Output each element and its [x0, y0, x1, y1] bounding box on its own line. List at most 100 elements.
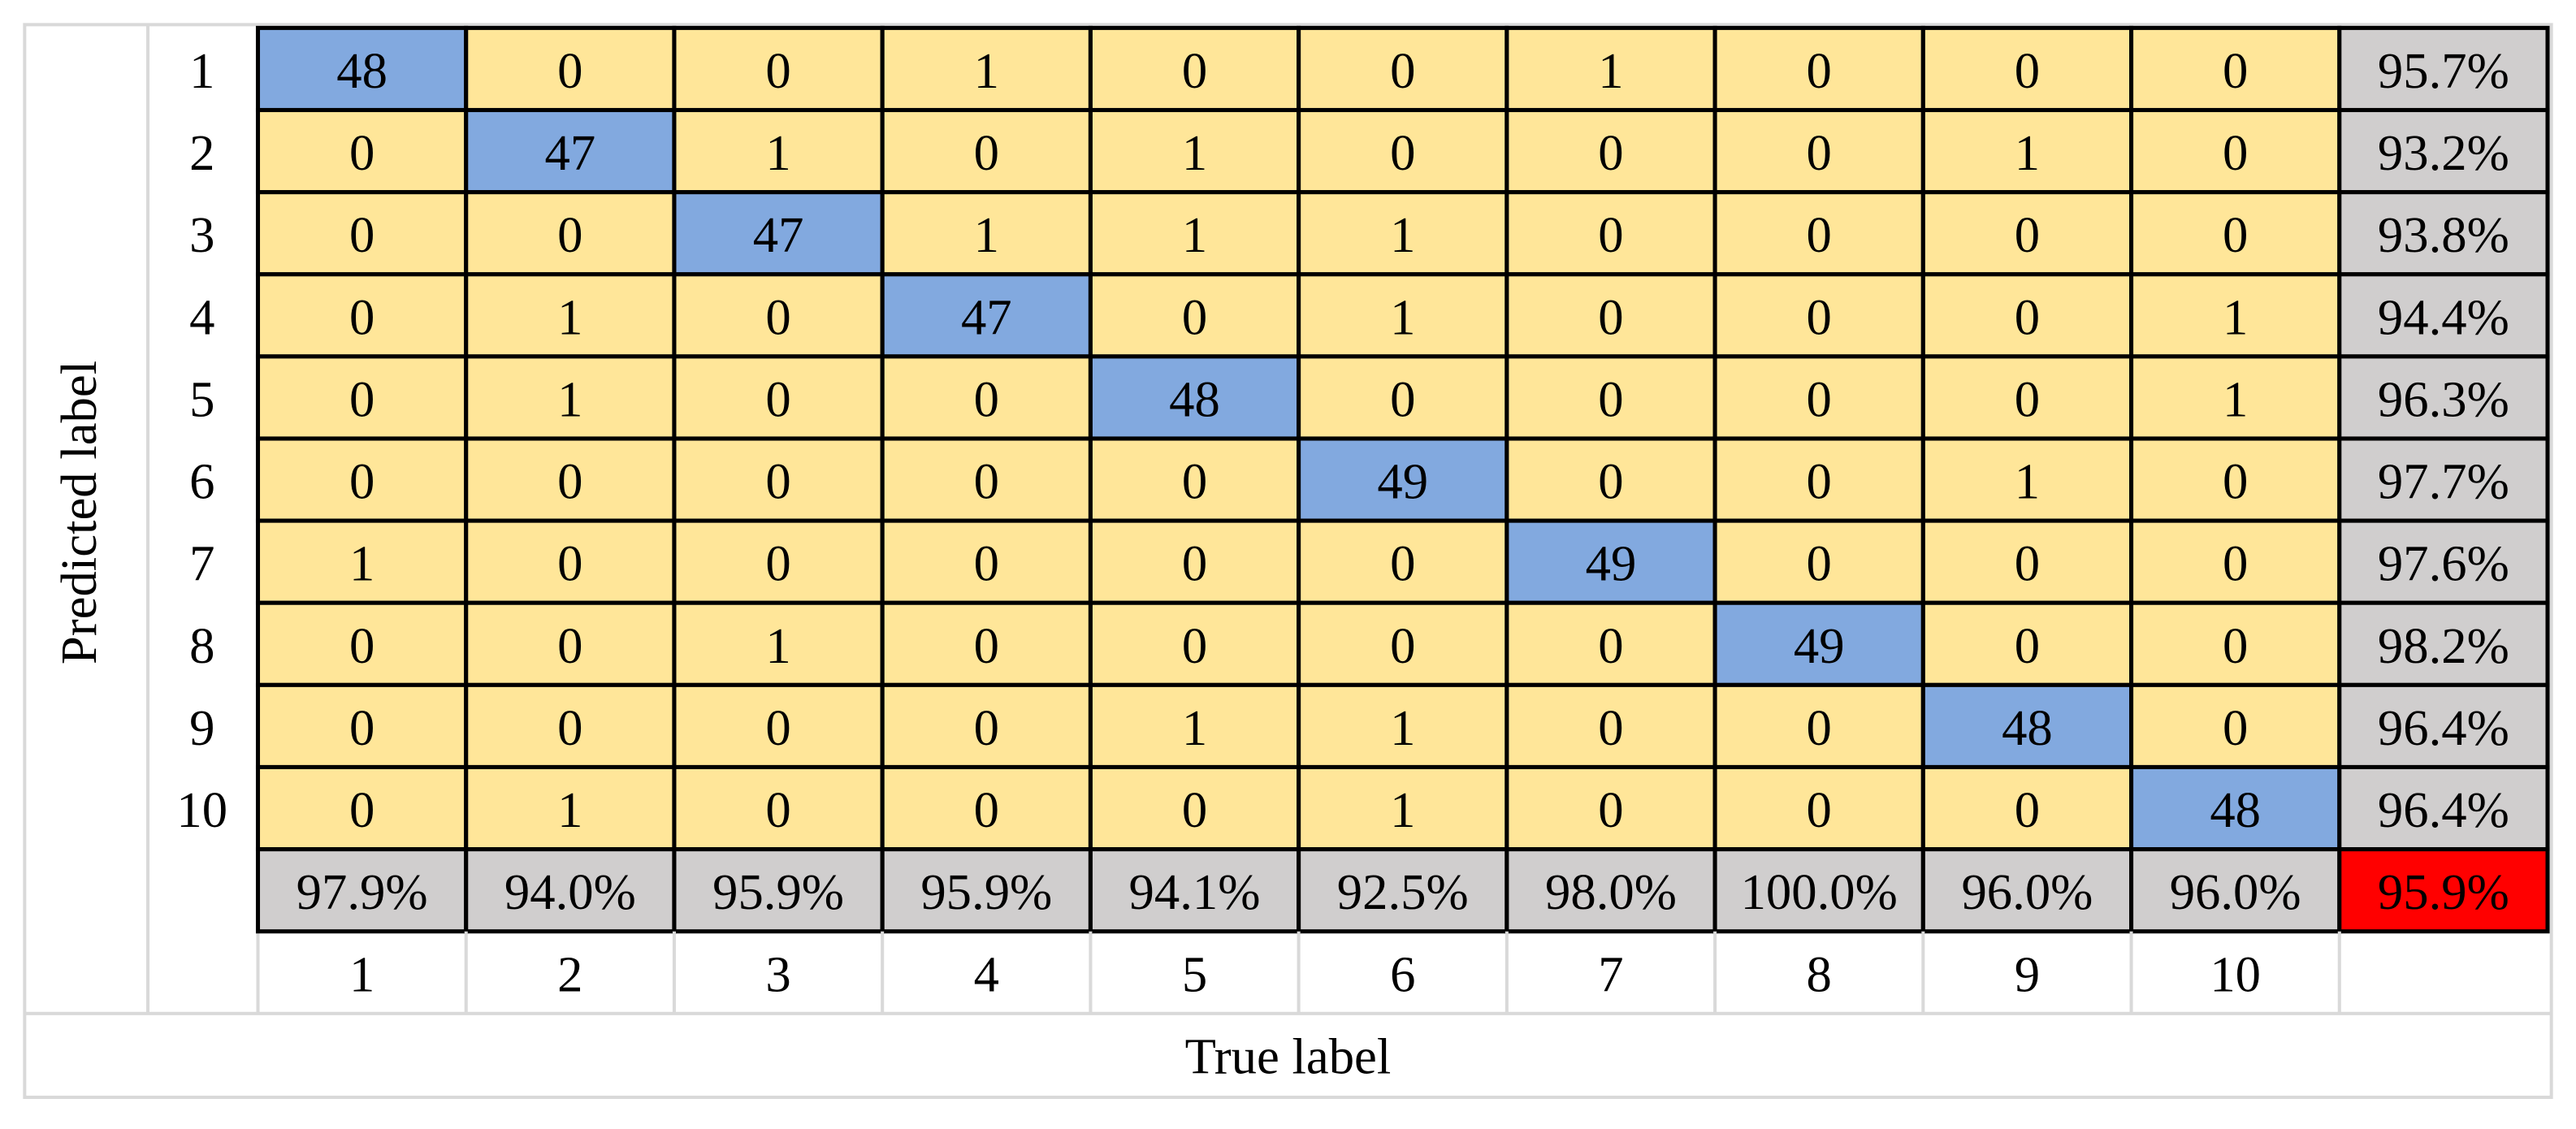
matrix-cell: 1 [1182, 124, 1207, 181]
row-label: 4 [189, 288, 214, 345]
row-label: 5 [189, 370, 214, 427]
matrix-cell: 0 [765, 781, 790, 838]
matrix-cell: 48 [1169, 370, 1220, 427]
matrix-cell: 0 [1807, 288, 1832, 345]
matrix-cell: 48 [2210, 781, 2261, 838]
matrix-cell: 0 [1807, 124, 1832, 181]
row-label: 2 [189, 124, 214, 181]
matrix-cell: 0 [1182, 781, 1207, 838]
matrix-cell-bg [1504, 107, 1717, 195]
matrix-cell-bg [255, 190, 469, 277]
matrix-cell-bg [464, 25, 677, 113]
column-label: 1 [349, 945, 374, 1002]
recall-cell: 95.9% [712, 863, 844, 920]
matrix-cell: 0 [349, 781, 374, 838]
precision-cell-bg [2337, 354, 2550, 441]
matrix-cell: 1 [1390, 206, 1415, 263]
recall-cell-bg [255, 847, 469, 934]
matrix-cell-bg [1920, 764, 2134, 852]
matrix-cell-bg [672, 354, 885, 441]
precision-cell: 93.8% [2378, 206, 2509, 263]
precision-cell-bg [2337, 682, 2550, 769]
matrix-cell: 0 [765, 42, 790, 99]
matrix-cell: 0 [557, 699, 582, 756]
matrix-cell-bg [1920, 272, 2134, 359]
precision-cell: 93.2% [2378, 124, 2509, 181]
matrix-cell: 0 [1807, 42, 1832, 99]
column-label: 8 [1807, 945, 1832, 1002]
precision-cell-bg [2337, 107, 2550, 195]
matrix-cell: 1 [557, 288, 582, 345]
matrix-cell: 0 [974, 617, 999, 674]
matrix-cell-bg [1504, 682, 1717, 769]
matrix-cell: 0 [2015, 370, 2040, 427]
precision-cell: 95.7% [2378, 42, 2509, 99]
precision-cell: 96.4% [2378, 781, 2509, 838]
matrix-cell-bg [1088, 272, 1301, 359]
matrix-cell: 1 [2223, 370, 2248, 427]
matrix-cell: 0 [2223, 124, 2248, 181]
matrix-cell: 1 [2015, 453, 2040, 510]
matrix-cell: 0 [2015, 617, 2040, 674]
precision-cell: 96.4% [2378, 699, 2509, 756]
matrix-cell: 0 [557, 535, 582, 592]
matrix-cell: 0 [974, 453, 999, 510]
matrix-cell: 0 [974, 124, 999, 181]
matrix-cell-bg [464, 436, 677, 523]
matrix-cell: 0 [765, 535, 790, 592]
matrix-cell: 0 [765, 453, 790, 510]
matrix-cell-bg [1504, 436, 1717, 523]
matrix-cell-bg [1088, 354, 1301, 441]
matrix-cell: 0 [1807, 699, 1832, 756]
precision-cell: 98.2% [2378, 617, 2509, 674]
matrix-cell-bg [464, 600, 677, 687]
matrix-cell: 0 [1598, 124, 1623, 181]
matrix-cell: 1 [1390, 781, 1415, 838]
matrix-cell: 0 [1598, 699, 1623, 756]
matrix-cell: 0 [557, 206, 582, 263]
matrix-cell: 1 [1390, 699, 1415, 756]
matrix-cell-bg [1504, 272, 1717, 359]
matrix-cell-bg [255, 764, 469, 852]
matrix-cell: 0 [557, 42, 582, 99]
matrix-cell-bg [1712, 764, 1925, 852]
recall-cell: 98.0% [1545, 863, 1677, 920]
column-label: 4 [974, 945, 999, 1002]
matrix-cell-bg [255, 107, 469, 195]
row-label: 1 [189, 42, 214, 99]
matrix-cell-bg [672, 764, 885, 852]
column-label: 10 [2210, 945, 2261, 1002]
matrix-cell-bg [255, 518, 469, 605]
matrix-cell: 0 [1390, 42, 1415, 99]
matrix-cell-bg [1088, 518, 1301, 605]
matrix-cell: 0 [1807, 781, 1832, 838]
matrix-cell: 48 [2002, 699, 2053, 756]
matrix-cell-bg [1712, 600, 1925, 687]
matrix-cell: 0 [2015, 288, 2040, 345]
precision-cell: 94.4% [2378, 288, 2509, 345]
matrix-cell: 0 [765, 288, 790, 345]
y-axis-label: Predicted label [50, 361, 107, 664]
precision-cell: 96.3% [2378, 370, 2509, 427]
matrix-cell: 48 [336, 42, 387, 99]
matrix-cell: 0 [1598, 370, 1623, 427]
precision-cell-bg [2337, 272, 2550, 359]
matrix-cell: 0 [1390, 617, 1415, 674]
column-label: 5 [1182, 945, 1207, 1002]
overall-cell-bg [2337, 847, 2550, 934]
matrix-cell: 0 [1182, 617, 1207, 674]
matrix-cell-bg [880, 107, 1093, 195]
precision-cell-bg [2337, 764, 2550, 852]
matrix-cell: 1 [2015, 124, 2040, 181]
matrix-cell-bg [2129, 682, 2342, 769]
matrix-cell: 49 [1586, 535, 1637, 592]
matrix-cell: 0 [2223, 535, 2248, 592]
matrix-cell: 0 [1598, 781, 1623, 838]
matrix-cell: 47 [961, 288, 1012, 345]
matrix-cell-bg [1297, 354, 1509, 441]
matrix-cell: 0 [1390, 124, 1415, 181]
matrix-cell: 49 [1377, 453, 1428, 510]
matrix-cell: 1 [765, 124, 790, 181]
matrix-cell: 0 [974, 535, 999, 592]
